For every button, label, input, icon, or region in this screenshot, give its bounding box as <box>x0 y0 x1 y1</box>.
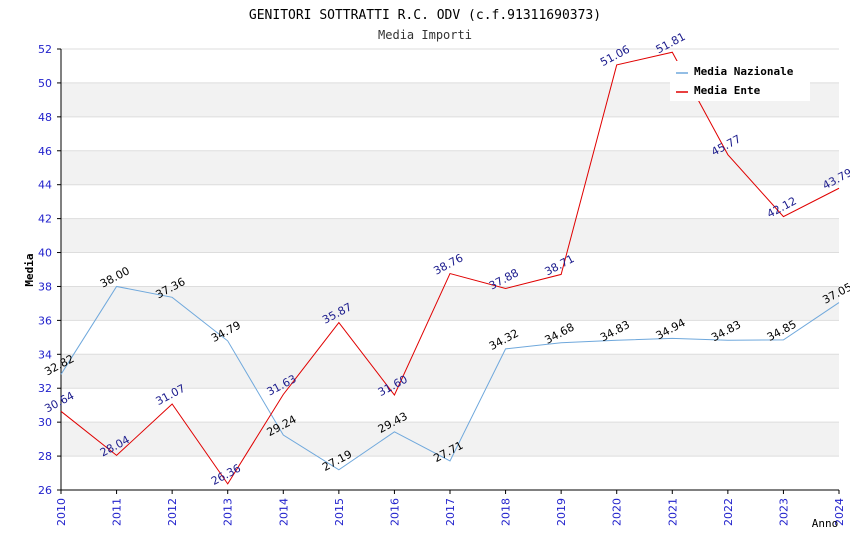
x-tick-label: 2017 <box>444 498 457 526</box>
y-tick-label: 48 <box>38 111 52 124</box>
axes <box>57 48 840 494</box>
legend-label-media-ente: Media Ente <box>694 84 761 97</box>
grid-band <box>61 422 839 457</box>
series-lines <box>60 51 840 485</box>
x-tick-label: 2010 <box>55 498 68 526</box>
x-tick-label: 2021 <box>666 498 679 526</box>
y-tick-label: 30 <box>38 416 52 429</box>
y-tick-label: 50 <box>38 77 52 90</box>
data-label: 34.32 <box>487 327 521 353</box>
data-label: 38.76 <box>431 251 465 277</box>
grid-band <box>61 286 839 321</box>
legend: Media Nazionale Media Ente <box>670 61 810 101</box>
grid-band <box>61 218 839 253</box>
series-line-media-nazionale <box>60 285 840 471</box>
data-label: 51.06 <box>598 43 632 69</box>
y-tick-labels: 26 28 30 32 34 36 38 40 42 44 46 48 50 52 <box>38 43 52 497</box>
data-label: 26.36 <box>209 462 243 488</box>
y-tick-label: 26 <box>38 484 52 497</box>
x-tick-labels: 2010 2011 2012 2013 2014 2015 2016 2017 2018 2019… <box>55 498 846 526</box>
x-tick-label: 2022 <box>722 498 735 526</box>
y-axis-label: Media <box>23 253 36 286</box>
y-tick-label: 42 <box>38 213 52 226</box>
x-tick-label: 2023 <box>777 498 790 526</box>
data-label: 34.79 <box>209 319 243 345</box>
data-label: 42.12 <box>765 194 799 220</box>
x-tick-label: 2019 <box>555 498 568 526</box>
x-tick-label: 2013 <box>222 498 235 526</box>
chart-subtitle: Media Importi <box>378 28 472 42</box>
x-axis-label: Anno <box>812 517 839 530</box>
x-tick-label: 2016 <box>388 498 401 526</box>
legend-label-media-nazionale: Media Nazionale <box>694 65 794 78</box>
x-tick-label: 2020 <box>611 498 624 526</box>
y-tick-label: 34 <box>38 348 52 361</box>
x-tick-label: 2014 <box>277 498 290 526</box>
x-tick-label: 2024 <box>833 498 846 526</box>
y-tick-label: 52 <box>38 43 52 56</box>
x-tick-label: 2018 <box>500 498 513 526</box>
y-tick-label: 46 <box>38 145 52 158</box>
x-tick-label: 2011 <box>111 498 124 526</box>
x-tick-label: 2015 <box>333 498 346 526</box>
chart-title: GENITORI SOTTRATTI R.C. ODV (c.f.9131169… <box>249 8 601 23</box>
y-tick-label: 44 <box>38 179 52 192</box>
y-tick-label: 28 <box>38 450 52 463</box>
y-tick-label: 32 <box>38 382 52 395</box>
grid-band <box>61 354 839 389</box>
y-tick-label: 38 <box>38 280 52 293</box>
grid-band <box>61 150 839 185</box>
x-tick-label: 2012 <box>166 498 179 526</box>
series-line-media-ente <box>60 51 840 485</box>
y-tick-label: 40 <box>38 247 52 260</box>
legend-box <box>670 61 810 101</box>
y-tick-label: 36 <box>38 314 52 327</box>
